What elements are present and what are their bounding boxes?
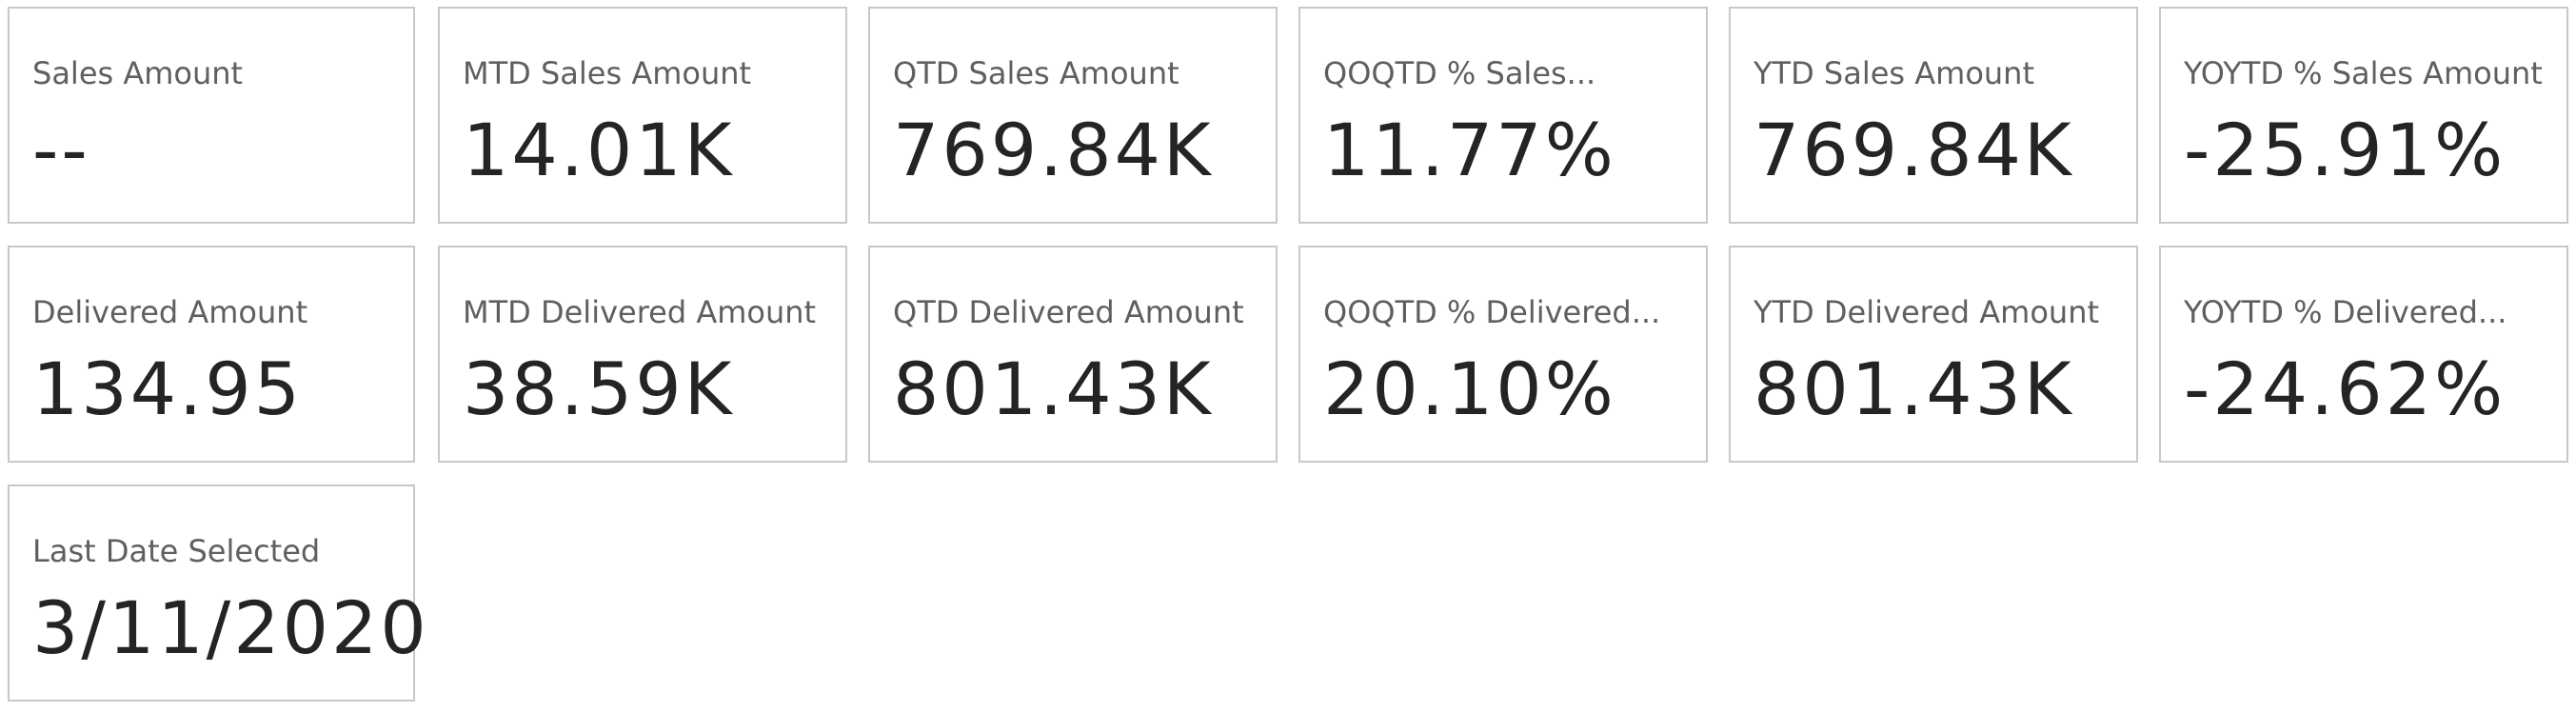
card-mtd-sales-amount[interactable]: MTD Sales Amount 14.01K: [438, 7, 847, 224]
card-label: QOQTD % Delivered...: [1323, 294, 1661, 330]
card-yoytd-delivered[interactable]: YOYTD % Delivered... -24.62%: [2159, 246, 2568, 463]
card-delivered-amount[interactable]: Delivered Amount 134.95: [8, 246, 415, 463]
card-value: 769.84K: [1754, 108, 2074, 192]
card-yoytd-sales-amount[interactable]: YOYTD % Sales Amount -25.91%: [2159, 7, 2568, 224]
card-value: 11.77%: [1323, 108, 1616, 192]
card-value: 20.10%: [1323, 346, 1616, 431]
card-label: Sales Amount: [32, 55, 244, 91]
card-label: MTD Sales Amount: [463, 55, 752, 91]
card-value: -24.62%: [2184, 346, 2507, 431]
card-label: Last Date Selected: [32, 533, 321, 569]
card-value: --: [32, 108, 90, 192]
card-label: YTD Sales Amount: [1754, 55, 2034, 91]
card-value: 38.59K: [463, 346, 735, 431]
card-label: QOQTD % Sales...: [1323, 55, 1596, 91]
card-value: 14.01K: [463, 108, 735, 192]
card-sales-amount[interactable]: Sales Amount --: [8, 7, 415, 224]
card-value: 134.95: [32, 346, 303, 431]
card-ytd-sales-amount[interactable]: YTD Sales Amount 769.84K: [1729, 7, 2138, 224]
card-last-date-selected[interactable]: Last Date Selected 3/11/2020: [8, 485, 426, 702]
card-label: QTD Sales Amount: [893, 55, 1179, 91]
card-qoqtd-delivered[interactable]: QOQTD % Delivered... 20.10%: [1298, 246, 1708, 463]
card-value: 3/11/2020: [32, 585, 429, 670]
card-label: MTD Delivered Amount: [463, 294, 817, 330]
card-mtd-delivered-amount[interactable]: MTD Delivered Amount 38.59K: [438, 246, 847, 463]
card-ytd-delivered-amount[interactable]: YTD Delivered Amount 801.43K: [1729, 246, 2138, 463]
card-qtd-sales-amount[interactable]: QTD Sales Amount 769.84K: [868, 7, 1278, 224]
card-label: YOYTD % Delivered...: [2184, 294, 2507, 330]
card-label: YTD Delivered Amount: [1754, 294, 2100, 330]
card-label: YOYTD % Sales Amount: [2184, 55, 2543, 91]
card-qoqtd-sales[interactable]: QOQTD % Sales... 11.77%: [1298, 7, 1708, 224]
card-value: 801.43K: [893, 346, 1214, 431]
card-value: -25.91%: [2184, 108, 2507, 192]
card-value: 769.84K: [893, 108, 1214, 192]
card-label: QTD Delivered Amount: [893, 294, 1244, 330]
card-qtd-delivered-amount[interactable]: QTD Delivered Amount 801.43K: [868, 246, 1278, 463]
card-label: Delivered Amount: [32, 294, 308, 330]
card-value: 801.43K: [1754, 346, 2074, 431]
